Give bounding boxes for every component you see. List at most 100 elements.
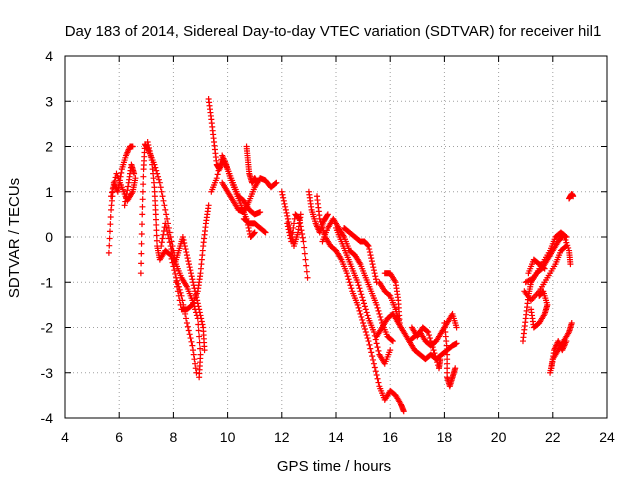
data-point bbox=[171, 267, 178, 274]
data-point bbox=[106, 228, 113, 235]
data-point bbox=[364, 312, 371, 319]
data-point bbox=[368, 258, 375, 265]
x-tick-label: 14 bbox=[328, 429, 344, 445]
data-point bbox=[366, 249, 373, 256]
x-tick-label: 12 bbox=[274, 429, 290, 445]
data-point bbox=[152, 211, 159, 218]
data-point bbox=[375, 379, 382, 386]
data-point bbox=[364, 335, 371, 342]
data-point bbox=[251, 229, 258, 236]
data-point bbox=[165, 235, 172, 242]
data-point bbox=[197, 312, 204, 319]
data-point bbox=[389, 338, 396, 345]
x-tick-label: 4 bbox=[61, 429, 69, 445]
data-point bbox=[146, 148, 153, 155]
data-point bbox=[195, 327, 202, 334]
data-point bbox=[153, 167, 160, 174]
data-point bbox=[106, 242, 113, 249]
x-tick-label: 6 bbox=[115, 429, 123, 445]
data-point bbox=[272, 180, 279, 187]
data-point bbox=[153, 216, 160, 223]
data-point bbox=[536, 292, 543, 299]
data-point bbox=[289, 229, 296, 236]
data-point bbox=[358, 291, 365, 298]
data-point bbox=[284, 215, 291, 222]
data-point bbox=[193, 369, 200, 376]
data-point bbox=[426, 332, 433, 339]
data-point bbox=[343, 270, 350, 277]
data-point bbox=[372, 336, 379, 343]
data-point bbox=[139, 221, 146, 228]
data-point bbox=[162, 220, 169, 227]
data-point bbox=[295, 215, 302, 222]
data-point bbox=[318, 221, 325, 228]
data-point bbox=[145, 141, 152, 148]
data-point bbox=[160, 197, 167, 204]
data-point bbox=[183, 249, 190, 256]
data-point bbox=[358, 313, 365, 320]
data-point bbox=[373, 372, 380, 379]
data-point bbox=[372, 273, 379, 280]
data-point bbox=[122, 198, 129, 205]
data-point bbox=[186, 331, 193, 338]
data-point bbox=[365, 338, 372, 345]
data-point bbox=[431, 350, 438, 357]
data-point bbox=[377, 313, 384, 320]
data-point bbox=[194, 300, 201, 307]
data-point bbox=[177, 301, 184, 308]
data-point bbox=[298, 227, 305, 234]
data-point bbox=[285, 226, 292, 233]
data-point bbox=[372, 276, 379, 283]
data-point bbox=[303, 262, 310, 269]
data-point bbox=[153, 232, 160, 239]
data-point bbox=[348, 285, 355, 292]
x-tick-label: 8 bbox=[170, 429, 178, 445]
data-point bbox=[121, 202, 128, 209]
data-point bbox=[361, 303, 368, 310]
data-point bbox=[139, 196, 146, 203]
data-point bbox=[261, 228, 268, 235]
data-point bbox=[188, 273, 195, 280]
data-point bbox=[174, 288, 181, 295]
data-point bbox=[363, 332, 370, 339]
data-point bbox=[368, 255, 375, 262]
data-point bbox=[138, 230, 145, 237]
data-point bbox=[188, 338, 195, 345]
chart-title: Day 183 of 2014, Sidereal Day-to-day VTE… bbox=[65, 23, 602, 40]
data-point bbox=[181, 243, 188, 250]
data-point bbox=[188, 270, 195, 277]
data-point bbox=[168, 246, 175, 253]
data-point bbox=[176, 297, 183, 304]
data-point bbox=[183, 319, 190, 326]
data-point bbox=[138, 260, 145, 267]
data-point bbox=[190, 279, 197, 286]
data-point bbox=[529, 275, 536, 282]
data-point bbox=[288, 238, 295, 245]
y-tick-label: -2 bbox=[41, 320, 54, 336]
data-point bbox=[197, 345, 204, 352]
data-point bbox=[167, 243, 174, 250]
data-point bbox=[453, 340, 460, 347]
data-point bbox=[118, 169, 125, 176]
x-tick-label: 20 bbox=[491, 429, 507, 445]
data-point bbox=[296, 215, 303, 222]
data-point bbox=[297, 211, 304, 218]
data-point bbox=[362, 329, 369, 336]
data-point bbox=[186, 264, 193, 271]
data-point bbox=[107, 221, 114, 228]
data-point bbox=[324, 211, 331, 218]
data-point bbox=[129, 143, 136, 150]
data-point bbox=[359, 294, 366, 301]
data-point bbox=[301, 250, 308, 257]
data-point bbox=[190, 351, 197, 358]
data-point bbox=[155, 176, 162, 183]
data-point bbox=[346, 279, 353, 286]
data-point bbox=[357, 310, 364, 317]
data-point bbox=[300, 238, 307, 245]
x-tick-label: 10 bbox=[220, 429, 236, 445]
x-tick-label: 24 bbox=[599, 429, 615, 445]
data-point bbox=[360, 319, 367, 326]
data-point bbox=[107, 214, 114, 221]
data-point bbox=[148, 154, 155, 161]
